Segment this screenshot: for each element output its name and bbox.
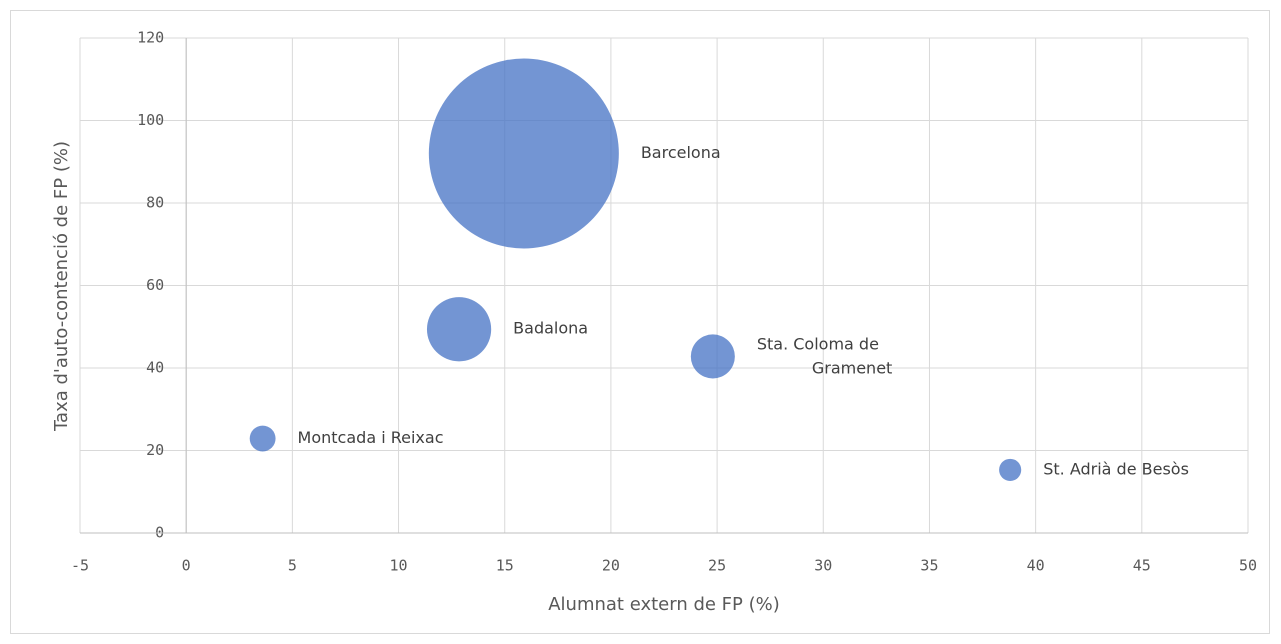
data-label: Montcada i Reixac (298, 428, 444, 447)
x-tick-label: 25 (708, 557, 726, 575)
data-label: St. Adrià de Besòs (1043, 459, 1189, 478)
y-tick-label: 60 (146, 276, 164, 294)
bubble (249, 425, 276, 452)
x-tick-label: 5 (288, 557, 297, 575)
y-tick-label: 20 (146, 441, 164, 459)
y-axis-title: Taxa d'auto-contenció de FP (%) (51, 141, 72, 432)
x-tick-label: 45 (1133, 557, 1151, 575)
x-tick-label: 50 (1239, 557, 1257, 575)
x-tick-label: 35 (920, 557, 938, 575)
data-label: Barcelona (641, 143, 721, 162)
x-tick-label: 20 (602, 557, 620, 575)
bubble (999, 458, 1022, 481)
bubble (426, 297, 492, 362)
bubble (428, 58, 619, 249)
x-tick-label: 0 (182, 557, 191, 575)
chart-border (10, 10, 1270, 634)
data-label: Sta. Coloma de Gramenet (757, 334, 892, 377)
x-tick-label: 40 (1027, 557, 1045, 575)
x-tick-label: 10 (390, 557, 408, 575)
x-tick-label: 30 (814, 557, 832, 575)
y-tick-label: 80 (146, 194, 164, 212)
x-tick-label: -5 (71, 557, 89, 575)
x-axis-title: Alumnat extern de FP (%) (548, 594, 780, 615)
y-tick-label: 100 (137, 111, 164, 129)
bubble (690, 334, 735, 379)
y-tick-label: 40 (146, 359, 164, 377)
data-label: Badalona (513, 319, 588, 338)
x-tick-label: 15 (496, 557, 514, 575)
y-tick-label: 120 (137, 29, 164, 47)
